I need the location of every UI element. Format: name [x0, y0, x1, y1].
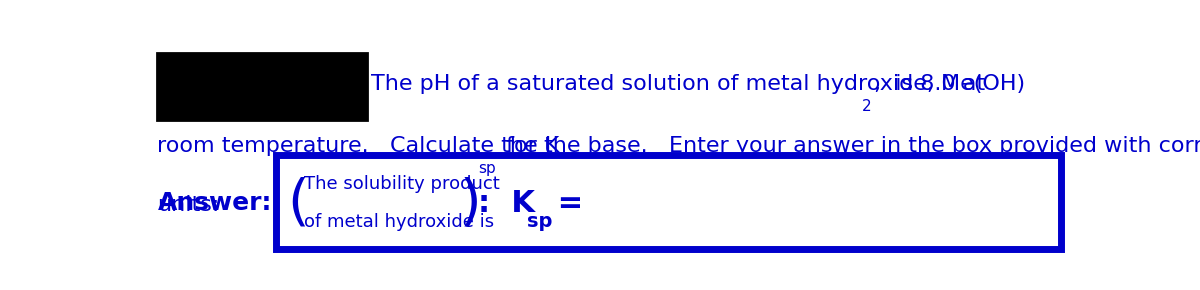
Text: for the base.   Enter your answer in the box provided with correct: for the base. Enter your answer in the b… — [499, 137, 1200, 156]
Text: room temperature.   Calculate the K: room temperature. Calculate the K — [157, 137, 560, 156]
Text: The solubility product: The solubility product — [305, 175, 500, 193]
Text: (: ( — [288, 176, 310, 230]
Text: =: = — [547, 189, 583, 218]
Text: units:: units: — [157, 195, 220, 215]
Text: ): ) — [460, 176, 481, 230]
Text: The pH of a saturated solution of metal hydroxide, Me(OH): The pH of a saturated solution of metal … — [371, 74, 1026, 94]
FancyBboxPatch shape — [276, 155, 1062, 249]
Text: sp: sp — [527, 212, 552, 231]
Text: :  K: : K — [479, 189, 535, 218]
FancyBboxPatch shape — [157, 53, 367, 120]
Text: Answer:: Answer: — [157, 191, 272, 215]
Text: sp: sp — [479, 161, 496, 176]
Text: 2: 2 — [862, 99, 871, 114]
Text: ,  is 8.0 at: , is 8.0 at — [874, 74, 985, 94]
Text: of metal hydroxide is: of metal hydroxide is — [305, 213, 494, 231]
